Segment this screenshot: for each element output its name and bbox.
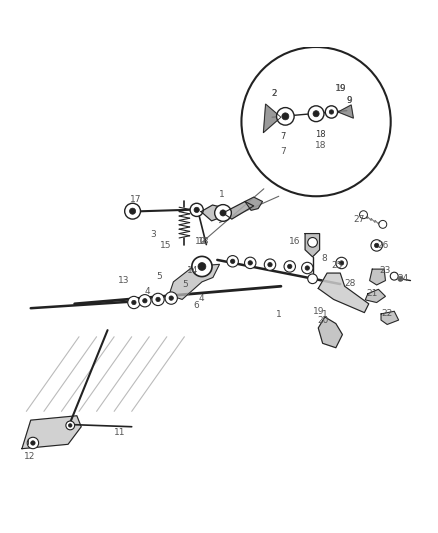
Polygon shape (318, 317, 342, 348)
Text: 18: 18 (314, 130, 325, 139)
Circle shape (68, 424, 72, 427)
Circle shape (138, 295, 151, 307)
Circle shape (339, 261, 343, 265)
Text: 23: 23 (379, 265, 390, 274)
Text: 4: 4 (198, 294, 203, 303)
Circle shape (247, 261, 252, 265)
Circle shape (325, 106, 337, 118)
Circle shape (165, 292, 177, 304)
Text: 18: 18 (198, 237, 209, 246)
Text: 9: 9 (345, 96, 351, 105)
Circle shape (328, 110, 333, 114)
Text: 7: 7 (280, 133, 285, 141)
Circle shape (131, 300, 136, 305)
Circle shape (281, 113, 288, 120)
Text: 7: 7 (279, 147, 286, 156)
Text: 9: 9 (346, 96, 351, 105)
Circle shape (124, 203, 140, 219)
Circle shape (230, 259, 234, 263)
Circle shape (276, 108, 293, 125)
Circle shape (359, 211, 367, 219)
Circle shape (214, 205, 231, 221)
Circle shape (190, 203, 203, 216)
Text: 13: 13 (118, 276, 129, 285)
Circle shape (287, 264, 291, 269)
Circle shape (198, 263, 205, 270)
Circle shape (155, 297, 160, 302)
Text: 28: 28 (344, 279, 355, 288)
Text: 19: 19 (334, 84, 345, 93)
Polygon shape (369, 269, 385, 285)
Circle shape (267, 262, 272, 267)
Text: 11: 11 (113, 428, 125, 437)
Circle shape (27, 437, 39, 449)
Circle shape (301, 262, 312, 274)
Polygon shape (263, 104, 280, 133)
Circle shape (226, 256, 238, 267)
Text: 1: 1 (218, 190, 224, 199)
Circle shape (241, 47, 390, 196)
Text: 4: 4 (144, 287, 149, 296)
Circle shape (31, 441, 35, 445)
Circle shape (307, 274, 317, 284)
Text: 24: 24 (396, 274, 408, 284)
Text: 16: 16 (289, 237, 300, 246)
Circle shape (307, 238, 317, 247)
Circle shape (335, 257, 346, 269)
Text: 2: 2 (271, 88, 276, 98)
Polygon shape (304, 233, 319, 257)
Text: 3: 3 (149, 230, 155, 239)
Text: 27: 27 (353, 215, 364, 223)
Circle shape (142, 298, 147, 303)
Circle shape (264, 259, 275, 270)
Polygon shape (318, 273, 368, 312)
Text: 18: 18 (314, 141, 325, 150)
Circle shape (152, 293, 164, 305)
Circle shape (370, 240, 381, 251)
Text: 1: 1 (275, 310, 281, 319)
Circle shape (307, 106, 323, 122)
Text: 2: 2 (271, 88, 276, 98)
Polygon shape (201, 205, 223, 221)
Polygon shape (380, 311, 398, 325)
Circle shape (169, 296, 173, 300)
Polygon shape (244, 197, 262, 211)
Text: 19: 19 (312, 307, 323, 316)
Text: 26: 26 (376, 241, 388, 250)
Circle shape (304, 266, 309, 270)
Text: 25: 25 (331, 261, 342, 270)
Text: 19: 19 (334, 84, 345, 93)
Polygon shape (169, 264, 219, 300)
Text: 5: 5 (182, 280, 188, 289)
Circle shape (127, 296, 140, 309)
Polygon shape (223, 201, 253, 219)
Circle shape (194, 207, 199, 213)
Text: 6: 6 (193, 301, 199, 310)
Polygon shape (337, 105, 353, 118)
Text: 22: 22 (381, 310, 392, 318)
Circle shape (244, 257, 255, 269)
Text: 8: 8 (320, 254, 326, 263)
Text: 17: 17 (129, 195, 141, 204)
Text: 1: 1 (321, 310, 327, 319)
Text: 5: 5 (155, 272, 162, 281)
Polygon shape (364, 289, 385, 303)
Circle shape (374, 243, 378, 248)
Circle shape (283, 261, 295, 272)
Text: 12: 12 (24, 451, 35, 461)
Text: 10: 10 (195, 237, 206, 246)
Text: 21: 21 (366, 289, 377, 298)
Circle shape (397, 276, 402, 281)
Circle shape (66, 421, 74, 430)
Circle shape (378, 221, 386, 228)
Circle shape (129, 208, 135, 214)
Text: 20: 20 (316, 316, 328, 325)
Circle shape (389, 272, 397, 280)
Circle shape (191, 256, 212, 277)
Text: 15: 15 (160, 241, 171, 250)
Circle shape (219, 210, 226, 216)
Text: 14: 14 (186, 265, 198, 274)
Polygon shape (22, 416, 81, 449)
Circle shape (312, 111, 318, 117)
